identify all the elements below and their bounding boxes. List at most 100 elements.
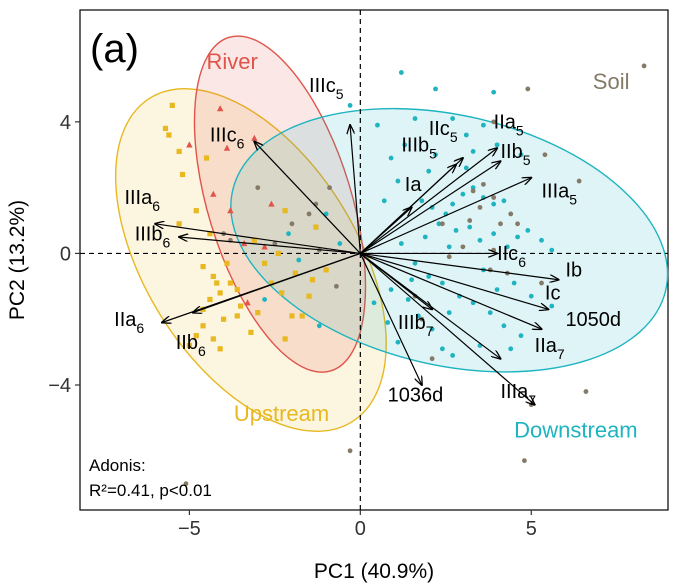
downstream-point-50 [296,257,302,263]
x-tick-label: 0 [355,518,366,540]
vector-arrow-iia5 [359,148,497,254]
downstream-point-51 [286,231,291,237]
downstream-point-27 [539,237,544,243]
soil-point-3 [491,119,497,125]
upstream-point-24 [255,310,261,316]
upstream-point-9 [210,273,216,280]
upstream-point-37 [282,208,288,214]
downstream-point-28 [549,247,555,253]
soil-point-10 [515,221,520,227]
downstream-point-36 [501,323,507,329]
upstream-point-2 [162,125,169,132]
downstream-point-59 [463,165,469,171]
soil-point-5 [576,178,582,184]
upstream-point-21 [217,346,223,352]
soil-point-21 [429,356,435,362]
axes-layer: −5 0 5 −4 0 4 [48,112,537,540]
soil-point-6 [508,211,514,217]
upstream-point-42 [203,155,210,161]
vector-label-1036d: 1036d [388,384,444,406]
upstream-point-30 [306,293,312,299]
downstream-point-20 [453,227,459,233]
river-point-8 [244,299,251,306]
adonis-label: Adonis: [89,456,146,475]
soil-point-24 [272,241,278,246]
vector-label-ib: Ib [565,259,582,281]
soil-point-38 [477,204,483,210]
vector-arrow-1050d [360,252,541,329]
y-axis-title: PC2 (13.2%) [6,200,29,320]
downstream-point-53 [262,297,268,302]
downstream-point-30 [412,260,418,266]
downstream-point-35 [487,310,493,316]
soil-point-35 [522,458,527,464]
downstream-point-65 [470,149,476,154]
downstream-point-13 [450,201,456,207]
x-axis-title: PC1 (40.9%) [314,560,434,583]
downstream-point-58 [422,234,428,240]
downstream-point-5 [433,86,438,92]
upstream-point-28 [282,336,288,342]
group-label-soil: Soil [593,69,630,94]
downstream-point-38 [528,293,534,299]
downstream-point-63 [398,70,404,75]
downstream-point-18 [501,198,507,204]
river-point-3 [223,144,231,151]
downstream-point-43 [429,326,435,332]
downstream-point-57 [446,244,452,250]
downstream-point-4 [412,116,418,121]
downstream-point-71 [508,346,514,352]
soil-point-17 [539,280,544,286]
vector-arrow-ib [360,252,558,279]
river-point-2 [216,105,224,112]
downstream-point-26 [525,227,531,233]
vector-arrow-1036d [359,253,422,385]
downstream-point-10 [419,198,425,204]
upstream-point-36 [251,237,257,243]
vector-label-ic: Ic [545,282,561,304]
upstream-point-10 [214,280,220,286]
x-tick-label: 5 [526,518,537,540]
soil-point-33 [583,389,589,394]
adonis-stat: R²=0.41, p<0.01 [89,481,212,500]
vector-arrow-iiia6 [155,224,361,255]
downstream-point-19 [436,221,442,227]
river-point-10 [210,190,217,197]
vector-arrow-iiib6 [179,237,361,255]
vector-arrow-iiia7 [359,252,534,404]
downstream-point-56 [494,287,500,293]
downstream-point-23 [491,231,497,237]
soil-point-31 [347,448,353,454]
vector-arrow-iiic5 [350,125,361,254]
x-tick-label: −5 [178,518,201,540]
river-point-9 [251,134,258,141]
soil-point-25 [289,221,295,227]
soil-point-14 [446,254,452,260]
group-label-upstream: Upstream [234,401,329,426]
downstream-point-39 [511,280,517,286]
soil-point-7 [491,195,497,200]
downstream-point-64 [518,152,524,158]
downstream-point-29 [398,241,404,246]
upstream-point-40 [224,260,230,266]
downstream-point-6 [450,116,456,121]
soil-point-13 [460,244,466,250]
vector-arrow-iib5 [359,161,500,254]
group-label-river: River [206,49,257,74]
vector-arrow-ic [360,252,548,309]
vector-label-ia: Ia [405,174,423,196]
downstream-point-22 [477,237,483,243]
downstream-point-45 [450,352,456,358]
downstream-point-44 [439,346,445,352]
downstream-point-24 [504,244,510,250]
y-tick-label: 0 [60,243,71,265]
vector-arrow-iib6 [193,252,361,312]
plot-panel [79,9,669,511]
downstream-point-61 [375,122,380,128]
river-point-6 [261,243,268,250]
downstream-point-70 [426,168,432,174]
upstream-point-19 [193,333,199,339]
group-label-downstream: Downstream [514,418,637,443]
downstream-point-47 [385,320,391,325]
river-point-4 [227,207,234,214]
